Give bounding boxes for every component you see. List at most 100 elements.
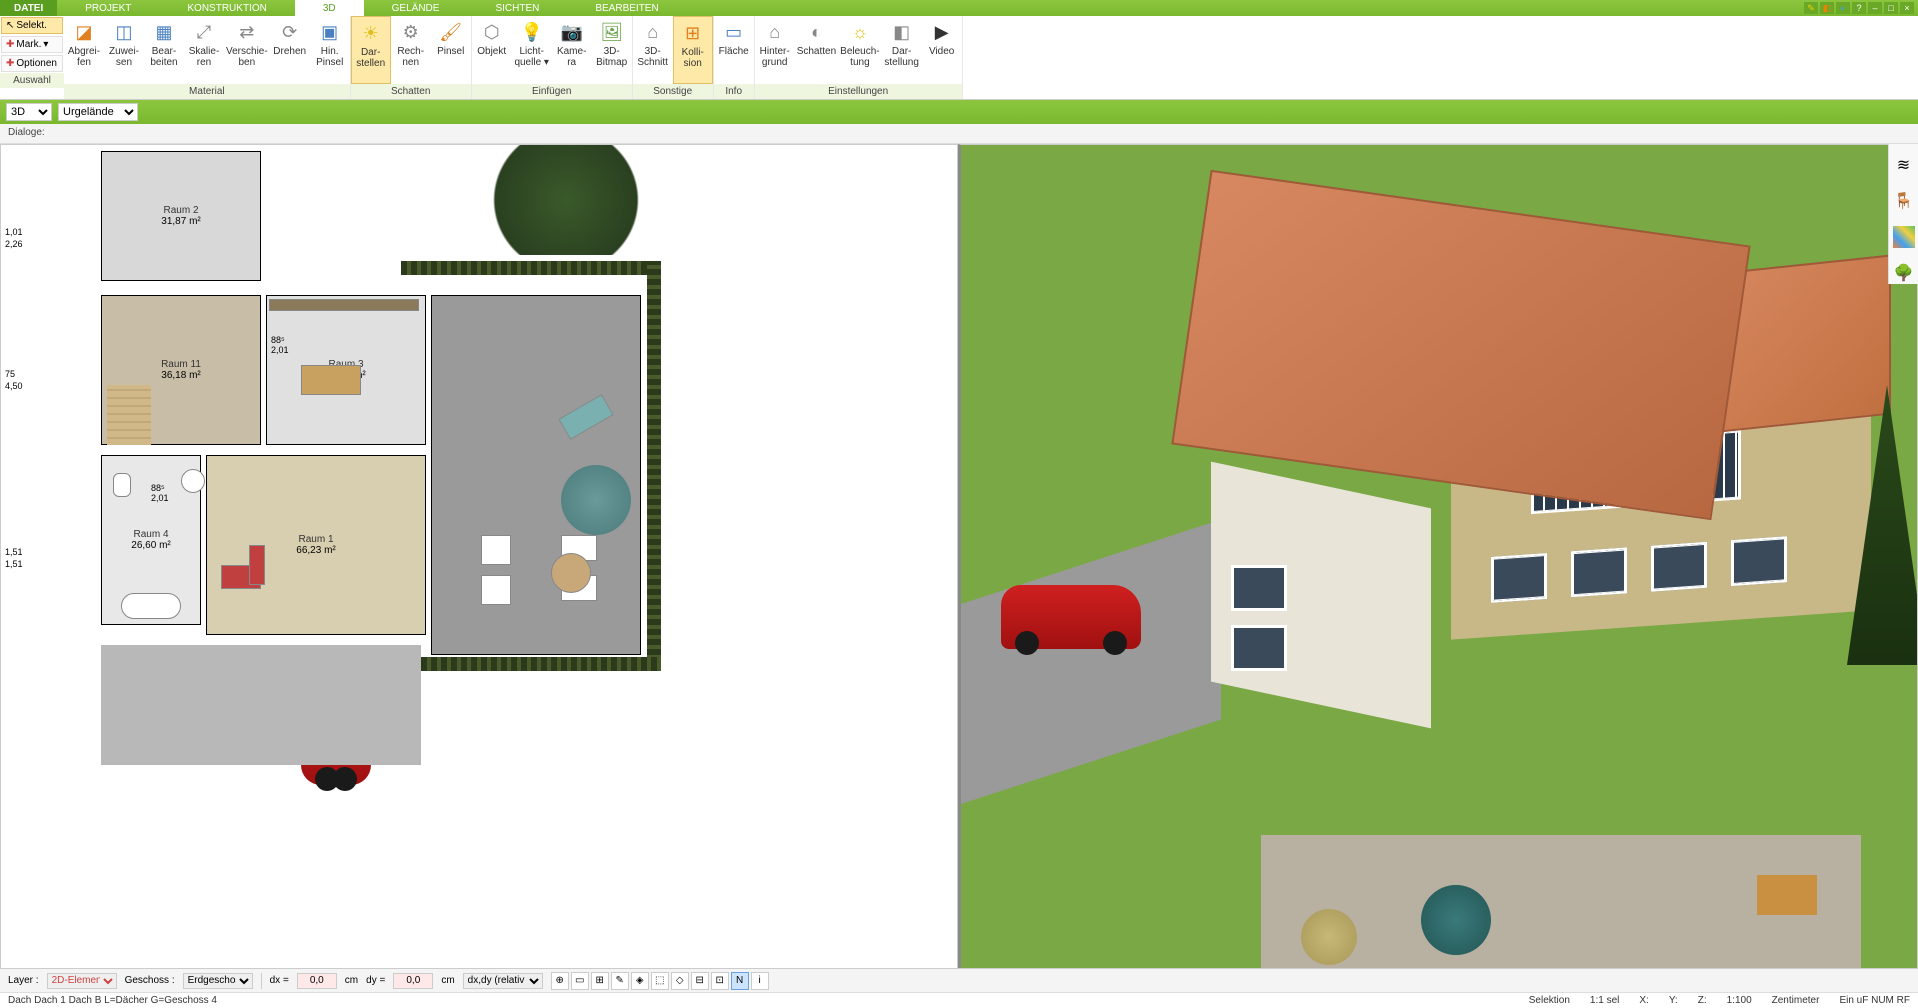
options-tool[interactable]: ✚Optionen [1,55,63,72]
ribbon-button[interactable]: ⌂3D- Schnitt [633,16,673,84]
stairs [107,385,151,445]
ribbon-group-label: Einfügen [472,84,632,99]
room[interactable]: Raum 166,23 m² [206,455,426,635]
room-name: Raum 4 [133,529,168,540]
tool-icon[interactable]: ◧ [1820,2,1834,14]
room[interactable]: Raum 231,87 m² [101,151,261,281]
select-label: Selekt. [16,20,47,31]
ribbon-group-label: Sonstige [633,84,713,99]
snap-icon[interactable]: ⊞ [591,972,609,990]
snap-icon[interactable]: ⬚ [651,972,669,990]
ribbon-button[interactable]: 📷Kame- ra [552,16,592,84]
ribbon-button[interactable]: ⚙Rech- nen [391,16,431,84]
ribbon-button[interactable]: ◫Zuwei- sen [104,16,144,84]
ribbon-group: ◪Abgrei- fen◫Zuwei- sen▦Bear- beiten⤢Ska… [64,16,351,99]
ribbon-button[interactable]: ⊞Kolli- sion [673,16,713,84]
ribbon-button[interactable]: ☼Beleuch- tung [838,16,881,84]
materials-icon[interactable]: ▦ [1893,226,1915,248]
ribbon-label: Dar- stellen [356,47,385,69]
help-icon[interactable]: ? [1852,2,1866,14]
menu-file[interactable]: DATEI [0,0,57,16]
coord-mode-select[interactable]: dx,dy (relativ ka [463,973,543,989]
ribbon-icon: ◧ [890,20,914,44]
ribbon-button[interactable]: 💡Licht- quelle ▾ [512,16,552,84]
snap-icon[interactable]: ⊡ [711,972,729,990]
ribbon-icon: ⟳ [278,20,302,44]
minimize-icon[interactable]: – [1868,2,1882,14]
ribbon-label: Zuwei- sen [109,46,139,68]
close-icon[interactable]: × [1900,2,1914,14]
ribbon-button[interactable]: ▶Video [922,16,962,84]
ribbon-button[interactable]: ⤢Skalie- ren [184,16,224,84]
menu-tab-sichten[interactable]: SICHTEN [467,0,567,16]
3d-view-pane[interactable] [958,144,1918,976]
status-flags: Ein uF NUM RF [1839,995,1910,1006]
plants-icon[interactable]: 🌳 [1893,262,1915,284]
ribbon-button[interactable]: 🖼3D- Bitmap [592,16,632,84]
ribbon-button[interactable]: ▣Hin. Pinsel [310,16,350,84]
ribbon-label: Kolli- sion [682,47,704,69]
snap-icon[interactable]: ⊕ [551,972,569,990]
ribbon-icon: 🖼 [600,20,624,44]
dimension-label: 4,50 [5,381,23,391]
ribbon-selection-group: ↖Selekt. ✚Mark.▾ ✚Optionen Auswahl [0,16,64,99]
snap-icon[interactable]: ◇ [671,972,689,990]
terrain-select[interactable]: Urgelände [58,103,138,121]
ribbon: ↖Selekt. ✚Mark.▾ ✚Optionen Auswahl ◪Abgr… [0,16,1918,100]
dimension-label: 75 [5,369,15,379]
floor-select[interactable]: Erdgeschos [183,973,253,989]
furniture-icon[interactable]: 🪑 [1893,190,1915,212]
ribbon-button[interactable]: ⬡Objekt [472,16,512,84]
ribbon-group-label: Schatten [351,84,471,99]
dy-input[interactable] [393,973,433,989]
menu-tab-konstruktion[interactable]: KONSTRUKTION [159,0,294,16]
menu-tab-bearbeiten[interactable]: BEARBEITEN [567,0,686,16]
ribbon-button[interactable]: ⌂Hinter- grund [755,16,795,84]
ribbon-button[interactable]: ◪Abgrei- fen [64,16,104,84]
ribbon-button[interactable]: ☀Dar- stellen [351,16,391,84]
ribbon-icon: ☼ [848,20,872,44]
snap-icon[interactable]: ⊟ [691,972,709,990]
menu-tab-3d[interactable]: 3D [295,0,364,16]
ribbon-button[interactable]: ▭Fläche [714,16,754,84]
floorplan-canvas[interactable]: 1,012,26754,501,511,51 Raum 231,87 m²Rau… [1,145,957,975]
ribbon-group-label: Info [714,84,754,99]
snap-icon[interactable]: ▭ [571,972,589,990]
3d-canvas[interactable] [961,145,1917,975]
dropdown-icon: ▾ [43,39,48,50]
maximize-icon[interactable]: □ [1884,2,1898,14]
snap-icon[interactable]: ✎ [611,972,629,990]
layers-icon[interactable]: ≋ [1893,154,1915,176]
select-tool[interactable]: ↖Selekt. [1,17,63,34]
sofa [249,545,265,585]
dx-label: dx = [270,975,289,986]
ribbon-icon: ⬡ [480,20,504,44]
tool-icon[interactable]: ✎ [1804,2,1818,14]
window-icon [1651,542,1707,592]
ribbon-label: Hinter- grund [760,46,790,68]
ribbon-button[interactable]: ◧Dar- stellung [882,16,922,84]
menu-tab-gelaende[interactable]: GELÄNDE [364,0,468,16]
ribbon-button[interactable]: ⇄Verschie- ben [224,16,270,84]
layer-select[interactable]: 2D-Elemen [47,973,117,989]
view-mode-select[interactable]: 3D [6,103,52,121]
snap-icon[interactable]: ◈ [631,972,649,990]
ribbon-button[interactable]: 🖌Pinsel [431,16,471,84]
dx-input[interactable] [297,973,337,989]
window-icon [1731,536,1787,586]
menu-tab-projekt[interactable]: PROJEKT [57,0,159,16]
ribbon-button[interactable]: ⟳Drehen [270,16,310,84]
ribbon-button[interactable]: ◐Schatten [795,16,838,84]
mark-tool[interactable]: ✚Mark.▾ [1,36,63,53]
floorplan-pane[interactable]: 1,012,26754,501,511,51 Raum 231,87 m²Rau… [0,144,958,976]
snap-icon[interactable]: N [731,972,749,990]
dining-table [301,365,361,395]
snap-icons: ⊕ ▭ ⊞ ✎ ◈ ⬚ ◇ ⊟ ⊡ N i [551,972,769,990]
snap-icon[interactable]: i [751,972,769,990]
ribbon-label: Rech- nen [397,46,424,68]
ribbon-icon: ▶ [930,20,954,44]
dimension-label: 2,01 [151,493,169,503]
dimension-label: 1,01 [5,227,23,237]
tool-icon[interactable]: ◐ [1836,2,1850,14]
ribbon-button[interactable]: ▦Bear- beiten [144,16,184,84]
